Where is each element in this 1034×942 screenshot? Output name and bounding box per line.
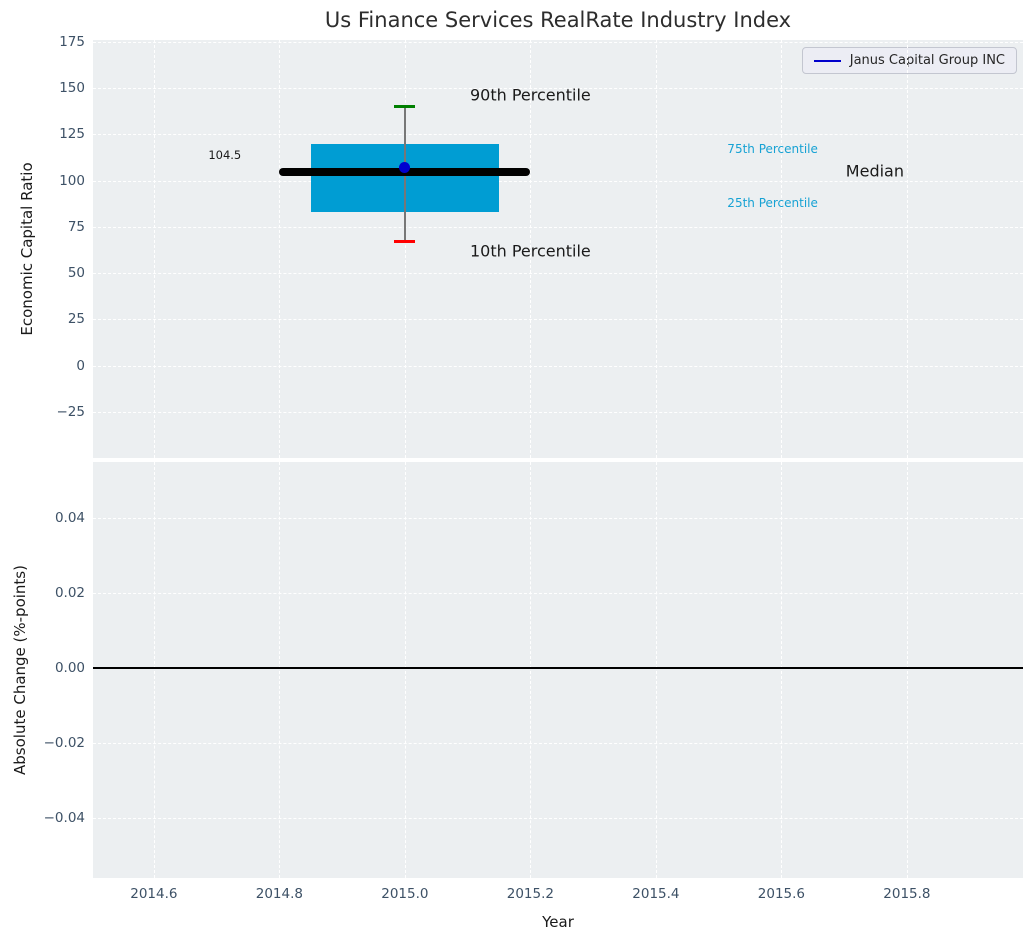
h-gridline bbox=[93, 226, 1023, 228]
h-gridline bbox=[93, 593, 1023, 595]
p10-cap bbox=[394, 240, 416, 244]
x-axis-label: Year bbox=[542, 913, 574, 931]
v-gridline bbox=[655, 40, 657, 458]
y-tick-label: −0.04 bbox=[43, 810, 85, 827]
annotation-median: Median bbox=[845, 161, 904, 181]
y-tick-label: 0.04 bbox=[54, 510, 85, 527]
company-dot bbox=[399, 162, 411, 174]
top-axes: Janus Capital Group INC 90th Percentile 1… bbox=[93, 40, 1023, 458]
v-gridline bbox=[404, 40, 406, 458]
annotation-25th-percentile: 25th Percentile bbox=[727, 195, 818, 210]
y-tick-label: 0.00 bbox=[54, 660, 85, 677]
v-gridline bbox=[404, 462, 406, 878]
h-gridline bbox=[93, 818, 1023, 820]
v-gridline bbox=[781, 40, 783, 458]
h-gridline bbox=[93, 743, 1023, 745]
y-tick-label: 0 bbox=[76, 357, 85, 374]
v-gridline bbox=[530, 40, 532, 458]
h-gridline bbox=[93, 180, 1023, 182]
v-gridline bbox=[781, 462, 783, 878]
v-gridline bbox=[279, 462, 281, 878]
annotation-104-5: 104.5 bbox=[208, 147, 242, 162]
annotation-90th-percentile: 90th Percentile bbox=[469, 85, 591, 105]
p90-cap bbox=[394, 104, 416, 109]
h-gridline bbox=[93, 365, 1023, 367]
y-tick-label: 100 bbox=[59, 172, 85, 189]
h-gridline bbox=[93, 88, 1023, 90]
y-tick-label: 175 bbox=[59, 33, 85, 50]
y-tick-label: 50 bbox=[67, 265, 85, 282]
y-tick-label: 125 bbox=[59, 126, 85, 143]
legend: Janus Capital Group INC bbox=[801, 47, 1017, 74]
h-gridline bbox=[93, 319, 1023, 321]
legend-label: Janus Capital Group INC bbox=[849, 53, 1005, 68]
y-tick-label: 25 bbox=[67, 311, 85, 328]
h-gridline bbox=[93, 273, 1023, 275]
x-tick-label: 2015.2 bbox=[506, 886, 554, 902]
legend-line-sample-icon bbox=[813, 59, 841, 62]
annotation-75th-percentile: 75th Percentile bbox=[727, 142, 818, 157]
y-tick-label: −0.02 bbox=[43, 735, 85, 752]
v-gridline bbox=[279, 40, 281, 458]
x-tick-label: 2015.8 bbox=[883, 886, 931, 902]
y-tick-label: 150 bbox=[59, 80, 85, 97]
x-tick-label: 2015.6 bbox=[757, 886, 806, 902]
x-tick-label: 2015.0 bbox=[381, 886, 429, 902]
v-gridline bbox=[153, 40, 155, 458]
y-tick-label: −25 bbox=[56, 403, 86, 420]
annotation-10th-percentile: 10th Percentile bbox=[469, 241, 591, 261]
chart-title: Us Finance Services RealRate Industry In… bbox=[324, 8, 792, 32]
v-gridline bbox=[906, 462, 908, 878]
h-gridline bbox=[93, 134, 1023, 136]
bottom-axes bbox=[93, 462, 1023, 878]
h-gridline bbox=[93, 518, 1023, 520]
zero-reference-line bbox=[93, 667, 1023, 670]
v-gridline bbox=[906, 40, 908, 458]
h-gridline bbox=[93, 41, 1023, 43]
y-tick-label: 0.02 bbox=[54, 585, 85, 602]
v-gridline bbox=[153, 462, 155, 878]
x-tick-label: 2015.4 bbox=[632, 886, 680, 902]
h-gridline bbox=[93, 411, 1023, 413]
x-tick-label: 2014.6 bbox=[130, 886, 178, 902]
v-gridline bbox=[655, 462, 657, 878]
v-gridline bbox=[530, 462, 532, 878]
y-tick-label: 75 bbox=[67, 218, 85, 235]
x-tick-label: 2014.8 bbox=[255, 886, 303, 902]
